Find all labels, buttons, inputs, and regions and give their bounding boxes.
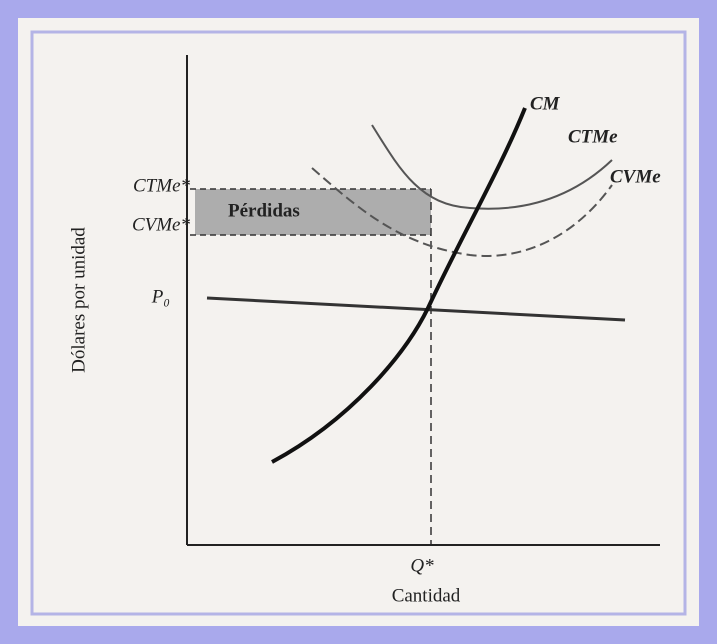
losses-area — [195, 189, 431, 235]
q-star-label: Q* — [410, 555, 434, 576]
cm-curve — [271, 107, 527, 464]
losses-label: Pérdidas — [228, 200, 300, 221]
y-axis-label: Dólares por unidad — [68, 227, 89, 373]
ctme-star-label: CTMe* — [133, 175, 191, 196]
cvme-curve — [311, 167, 613, 257]
x-axis-label: Cantidad — [392, 585, 461, 606]
ctme-label: CTMe — [568, 126, 618, 147]
cvme-label: CVMe — [610, 166, 661, 187]
p0-label: P₀ — [151, 286, 170, 307]
cvme-star-label: CVMe* — [132, 214, 191, 235]
ctme-curve — [371, 124, 613, 210]
cm-label: CM — [530, 93, 561, 114]
inner-border — [30, 30, 687, 616]
paper — [18, 18, 699, 626]
price-line — [206, 296, 626, 322]
